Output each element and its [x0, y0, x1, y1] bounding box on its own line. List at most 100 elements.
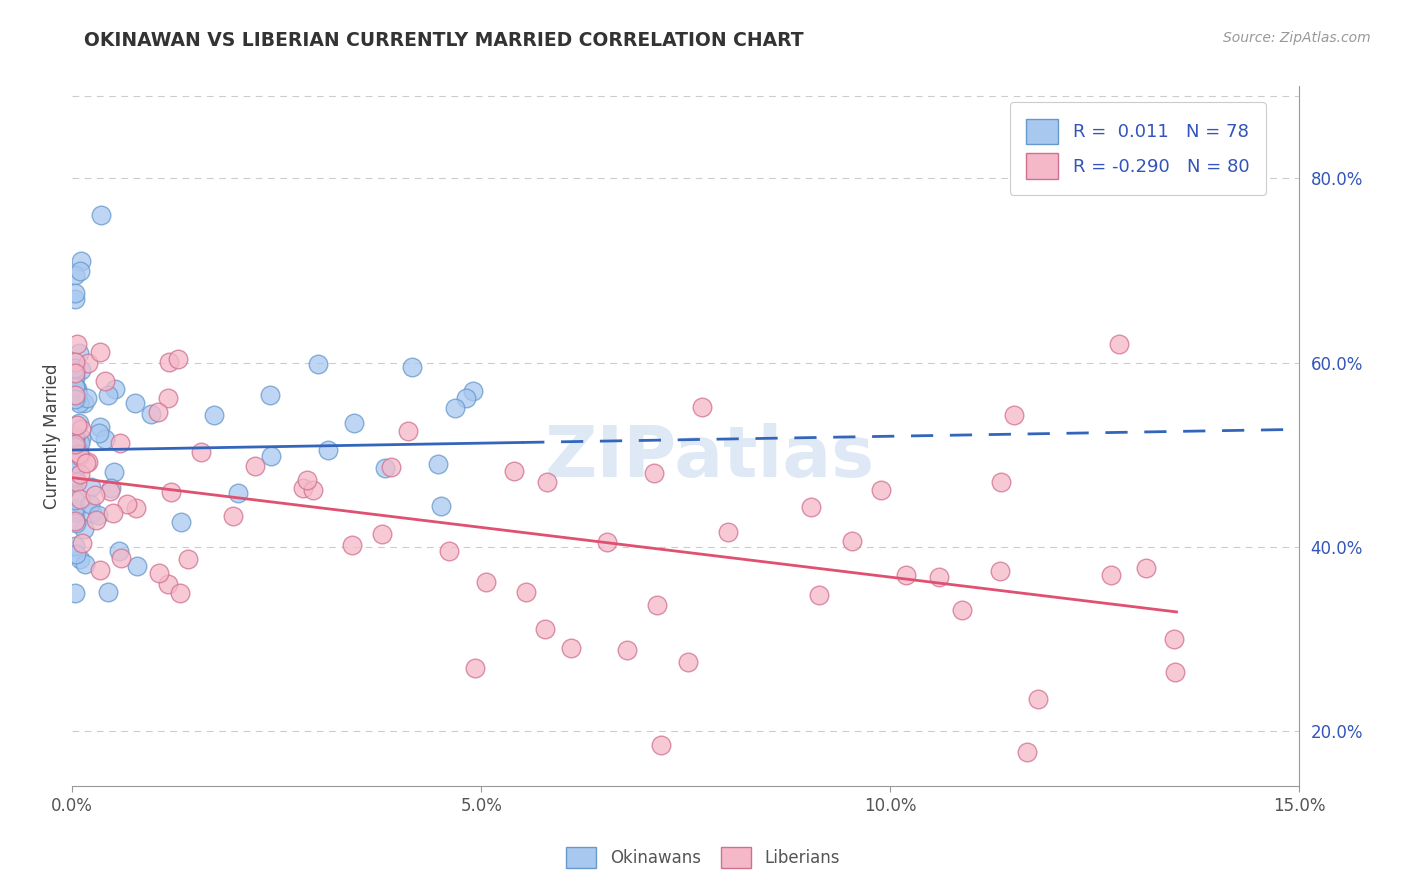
Point — [343, 416, 366, 430]
Point — [70, 536, 93, 550]
Point — [98, 483, 121, 498]
Point — [67, 442, 90, 457]
Point — [63, 437, 86, 451]
Point — [533, 622, 555, 636]
Text: ZIPatlas: ZIPatlas — [546, 423, 876, 491]
Point — [1108, 337, 1130, 351]
Point — [316, 443, 339, 458]
Point — [63, 500, 86, 515]
Point — [63, 432, 86, 446]
Point — [83, 488, 105, 502]
Point — [650, 738, 672, 752]
Point — [63, 492, 86, 507]
Point — [63, 586, 86, 600]
Point — [89, 345, 111, 359]
Point — [75, 457, 97, 471]
Point — [63, 501, 86, 516]
Point — [63, 292, 86, 306]
Point — [63, 505, 86, 519]
Point — [63, 387, 86, 401]
Y-axis label: Currently Married: Currently Married — [44, 364, 60, 509]
Point — [461, 384, 484, 398]
Point — [430, 499, 453, 513]
Point — [1163, 632, 1185, 646]
Point — [94, 374, 117, 388]
Point — [1004, 409, 1026, 423]
Point — [115, 498, 138, 512]
Point — [464, 661, 486, 675]
Point — [1163, 665, 1185, 680]
Point — [67, 447, 90, 461]
Point — [66, 475, 89, 490]
Point — [454, 391, 477, 405]
Point — [77, 355, 100, 369]
Point — [167, 352, 190, 367]
Point — [80, 480, 103, 494]
Point — [596, 535, 619, 549]
Point — [222, 508, 245, 523]
Point — [226, 486, 249, 500]
Point — [124, 395, 146, 409]
Point — [66, 337, 89, 351]
Point — [101, 506, 124, 520]
Point — [63, 380, 86, 394]
Point — [77, 455, 100, 469]
Point — [177, 551, 200, 566]
Point — [125, 501, 148, 516]
Point — [90, 208, 112, 222]
Point — [100, 481, 122, 495]
Point — [260, 449, 283, 463]
Point — [63, 471, 86, 485]
Point — [67, 346, 90, 360]
Point — [73, 558, 96, 572]
Point — [66, 387, 89, 401]
Point — [63, 355, 86, 369]
Point — [63, 459, 86, 474]
Point — [536, 475, 558, 489]
Point — [89, 420, 111, 434]
Point — [807, 588, 830, 602]
Point — [63, 468, 86, 483]
Point — [841, 533, 863, 548]
Point — [70, 362, 93, 376]
Point — [1026, 691, 1049, 706]
Point — [104, 382, 127, 396]
Point — [560, 640, 582, 655]
Point — [79, 497, 101, 511]
Point — [157, 355, 180, 369]
Point — [157, 576, 180, 591]
Point — [160, 484, 183, 499]
Point — [869, 483, 891, 497]
Point — [66, 382, 89, 396]
Point — [110, 550, 132, 565]
Point — [72, 396, 94, 410]
Point — [146, 405, 169, 419]
Point — [97, 388, 120, 402]
Point — [63, 392, 86, 406]
Point — [66, 449, 89, 463]
Point — [67, 416, 90, 430]
Point — [616, 642, 638, 657]
Point — [380, 460, 402, 475]
Point — [63, 505, 86, 519]
Point — [515, 585, 537, 599]
Point — [692, 400, 714, 414]
Point — [63, 473, 86, 487]
Point — [396, 424, 419, 438]
Point — [259, 387, 281, 401]
Point — [73, 522, 96, 536]
Point — [63, 360, 86, 375]
Point — [89, 563, 111, 577]
Point — [717, 525, 740, 540]
Point — [86, 508, 108, 523]
Point — [928, 569, 950, 583]
Point — [63, 437, 86, 451]
Point — [295, 474, 318, 488]
Point — [70, 254, 93, 268]
Point — [169, 586, 191, 600]
Point — [69, 396, 91, 410]
Point — [800, 500, 823, 514]
Legend: R =  0.011   N = 78, R = -0.290   N = 80: R = 0.011 N = 78, R = -0.290 N = 80 — [1010, 103, 1265, 195]
Point — [645, 598, 668, 612]
Point — [141, 407, 163, 421]
